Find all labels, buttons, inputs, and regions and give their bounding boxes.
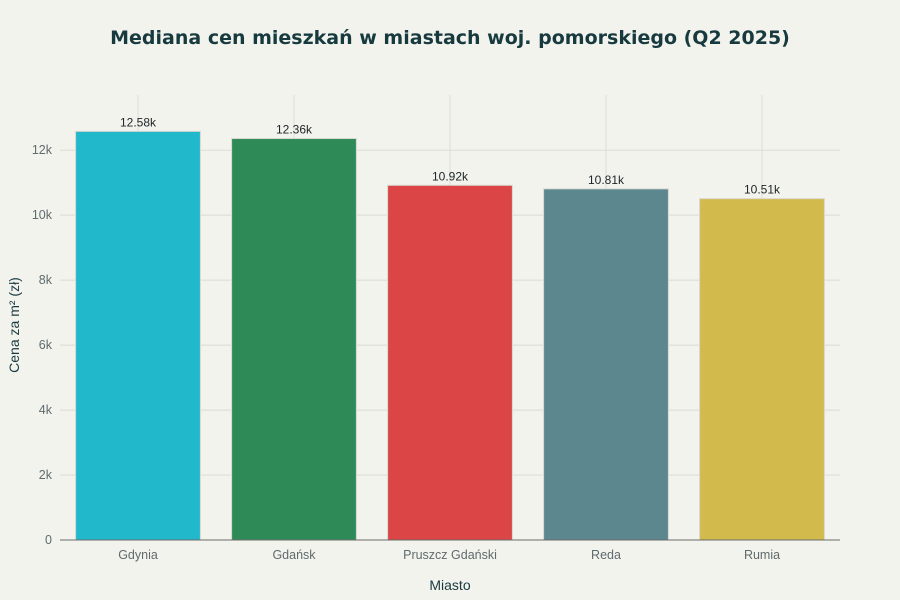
x-axis-title: Miasto	[429, 577, 470, 593]
bar-rumia	[699, 198, 825, 541]
bars	[75, 130, 825, 541]
y-tick-label: 8k	[39, 273, 53, 287]
y-axis-title: Cena za m² (zł)	[6, 277, 22, 373]
x-tick-label: Rumia	[744, 548, 780, 562]
bar-gdańsk	[231, 138, 357, 541]
y-tick-label: 6k	[39, 338, 53, 352]
y-tick-label: 4k	[39, 403, 53, 417]
data-label: 12.36k	[276, 123, 313, 137]
data-label: 10.92k	[432, 169, 469, 183]
data-label: 10.51k	[744, 183, 781, 197]
x-tick-label: Pruszcz Gdański	[403, 548, 497, 562]
y-tick-label: 12k	[32, 143, 53, 157]
x-tick-label: Reda	[591, 548, 621, 562]
data-label: 10.81k	[588, 173, 625, 187]
x-axis-ticks: Gdynia Gdańsk Pruszcz Gdański Reda Rumia	[118, 548, 780, 562]
y-tick-label: 2k	[39, 468, 53, 482]
y-axis-ticks: 0 2k 4k 6k 8k 10k 12k	[32, 143, 53, 547]
x-tick-label: Gdańsk	[272, 548, 316, 562]
y-tick-label: 0	[45, 533, 52, 547]
x-tick-label: Gdynia	[118, 548, 158, 562]
data-labels: 12.58k 12.36k 10.92k 10.81k 10.51k	[120, 115, 781, 196]
bar-reda	[543, 188, 669, 541]
bar-pruszcz-gdański	[387, 184, 513, 541]
y-tick-label: 10k	[32, 208, 53, 222]
data-label: 12.58k	[120, 115, 157, 129]
chart-title: Mediana cen mieszkań w miastach woj. pom…	[110, 27, 790, 49]
bar-gdynia	[75, 130, 201, 541]
